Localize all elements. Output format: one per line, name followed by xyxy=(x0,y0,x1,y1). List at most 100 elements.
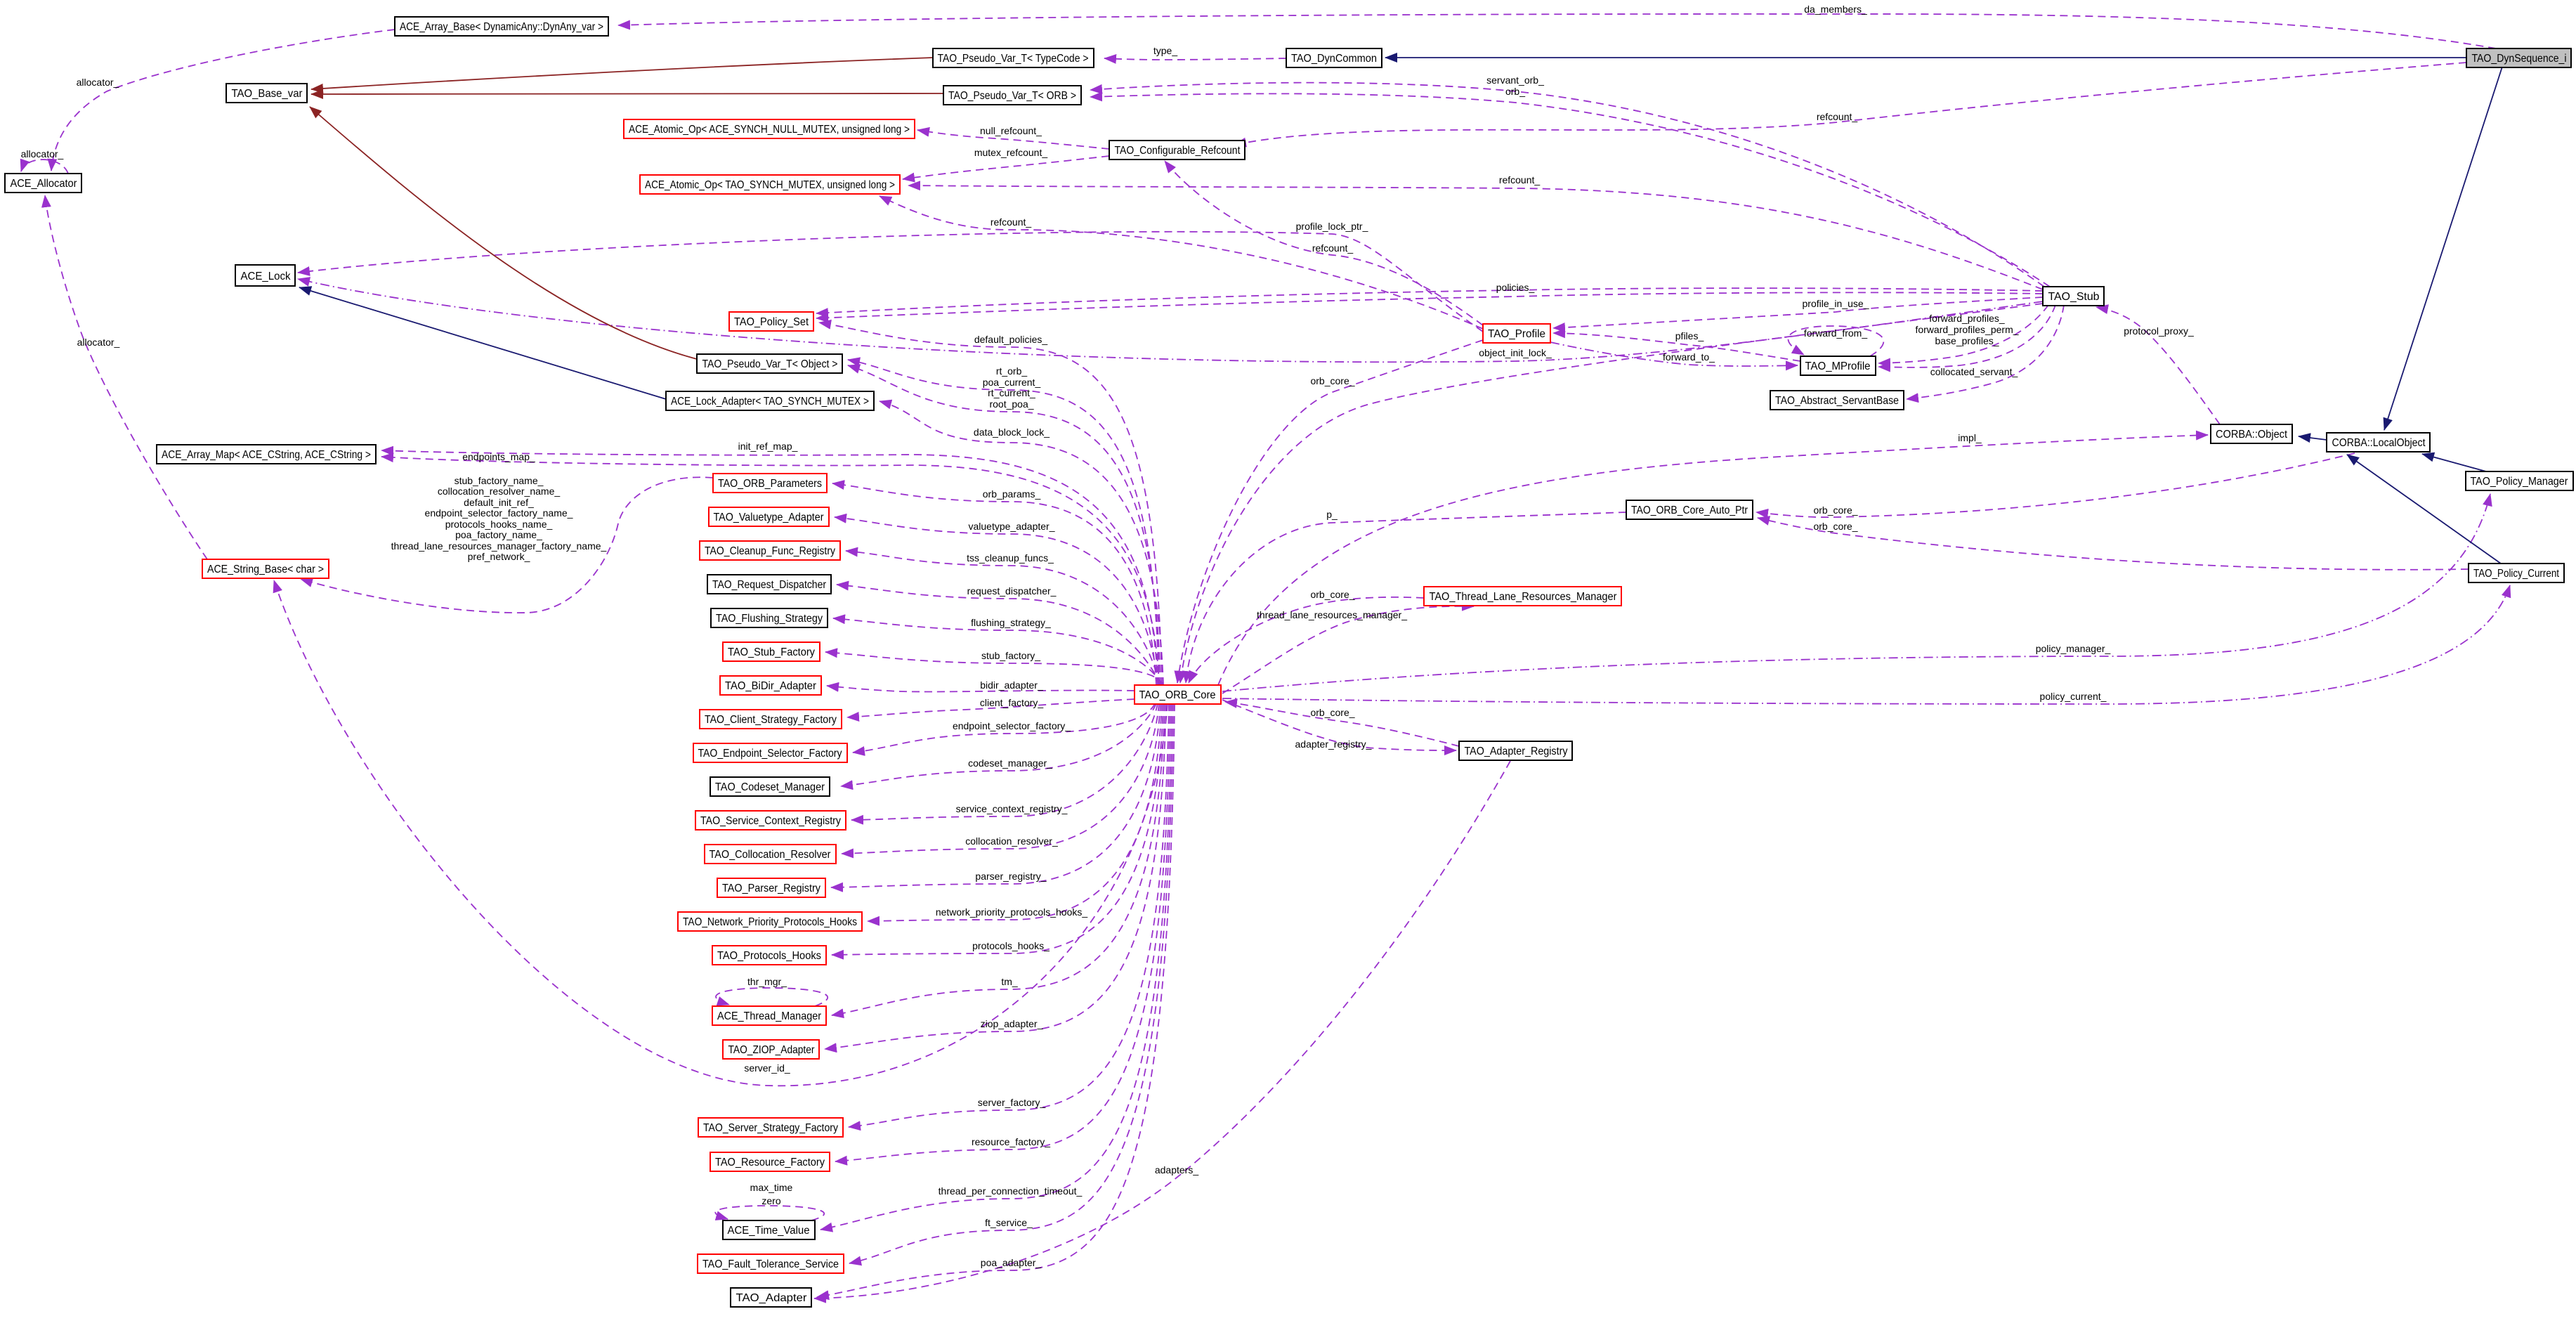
svg-text:servant_orb_: servant_orb_ xyxy=(1486,74,1544,86)
svg-text:policy_current_: policy_current_ xyxy=(2040,691,2107,702)
svg-text:TAO_ORB_Core_Auto_Ptr: TAO_ORB_Core_Auto_Ptr xyxy=(1631,504,1748,516)
svg-text:adapter_registry_: adapter_registry_ xyxy=(1295,738,1372,750)
svg-text:server_factory_: server_factory_ xyxy=(978,1097,1046,1108)
svg-text:pref_network_: pref_network_ xyxy=(468,551,530,562)
svg-text:TAO_Request_Dispatcher: TAO_Request_Dispatcher xyxy=(712,579,827,591)
svg-text:TAO_Valuetype_Adapter: TAO_Valuetype_Adapter xyxy=(714,512,825,523)
svg-text:protocol_proxy_: protocol_proxy_ xyxy=(2124,325,2194,337)
svg-text:TAO_ORB_Core: TAO_ORB_Core xyxy=(1139,689,1216,701)
svg-text:type_: type_ xyxy=(1153,45,1177,56)
svg-text:client_factory_: client_factory_ xyxy=(980,697,1043,708)
svg-text:TAO_Adapter_Registry: TAO_Adapter_Registry xyxy=(1465,745,1568,757)
svg-text:allocator_: allocator_ xyxy=(77,337,120,348)
svg-text:ACE_Time_Value: ACE_Time_Value xyxy=(728,1225,810,1237)
svg-text:allocator_: allocator_ xyxy=(77,77,119,88)
svg-text:policy_manager_: policy_manager_ xyxy=(2036,643,2111,654)
svg-text:forward_profiles_: forward_profiles_ xyxy=(1929,313,2005,324)
svg-text:TAO_Stub_Factory: TAO_Stub_Factory xyxy=(728,646,815,658)
svg-text:TAO_Client_Strategy_Factory: TAO_Client_Strategy_Factory xyxy=(705,714,837,726)
svg-text:CORBA::Object: CORBA::Object xyxy=(2216,429,2288,441)
svg-text:TAO_Adapter: TAO_Adapter xyxy=(736,1292,808,1304)
svg-text:TAO_ZIOP_Adapter: TAO_ZIOP_Adapter xyxy=(728,1044,816,1056)
svg-text:TAO_BiDir_Adapter: TAO_BiDir_Adapter xyxy=(725,680,817,692)
svg-text:profile_in_use_: profile_in_use_ xyxy=(1803,298,1869,309)
svg-text:object_init_lock_: object_init_lock_ xyxy=(1479,347,1552,358)
svg-text:CORBA::LocalObject: CORBA::LocalObject xyxy=(2332,437,2426,449)
svg-text:ACE_Array_Map< ACE_CString, AC: ACE_Array_Map< ACE_CString, ACE_CString … xyxy=(162,449,371,461)
svg-text:TAO_Base_var: TAO_Base_var xyxy=(232,88,303,100)
svg-text:ft_service_: ft_service_ xyxy=(985,1217,1033,1228)
svg-text:TAO_Endpoint_Selector_Factory: TAO_Endpoint_Selector_Factory xyxy=(698,748,842,760)
svg-text:thr_mgr_: thr_mgr_ xyxy=(747,976,787,987)
svg-text:tss_cleanup_funcs_: tss_cleanup_funcs_ xyxy=(967,552,1054,564)
svg-text:ACE_Atomic_Op< ACE_SYNCH_NULL_: ACE_Atomic_Op< ACE_SYNCH_NULL_MUTEX, uns… xyxy=(629,124,910,136)
svg-text:ACE_Thread_Manager: ACE_Thread_Manager xyxy=(717,1010,822,1022)
svg-text:poa_factory_name_: poa_factory_name_ xyxy=(455,529,542,540)
svg-text:da_members_: da_members_ xyxy=(1804,4,1867,15)
svg-text:ACE_Atomic_Op< TAO_SYNCH_MUTEX: ACE_Atomic_Op< TAO_SYNCH_MUTEX, unsigned… xyxy=(645,179,895,191)
svg-text:TAO_Cleanup_Func_Registry: TAO_Cleanup_Func_Registry xyxy=(705,545,835,557)
svg-text:rt_current_: rt_current_ xyxy=(988,387,1035,398)
svg-text:thread_per_connection_timeout_: thread_per_connection_timeout_ xyxy=(939,1185,1083,1197)
svg-text:ACE_Array_Base< DynamicAny::Dy: ACE_Array_Base< DynamicAny::DynAny_var > xyxy=(400,21,603,33)
svg-text:bidir_adapter_: bidir_adapter_ xyxy=(980,679,1043,691)
svg-text:TAO_Policy_Current: TAO_Policy_Current xyxy=(2473,568,2559,580)
svg-text:collocation_resolver_: collocation_resolver_ xyxy=(965,835,1058,847)
svg-text:max_time: max_time xyxy=(750,1182,793,1193)
svg-text:ACE_Lock: ACE_Lock xyxy=(241,271,292,282)
svg-text:root_poa_: root_poa_ xyxy=(989,398,1033,410)
svg-text:TAO_Abstract_ServantBase: TAO_Abstract_ServantBase xyxy=(1775,395,1899,407)
svg-text:TAO_Flushing_Strategy: TAO_Flushing_Strategy xyxy=(716,613,823,625)
svg-text:default_init_ref_: default_init_ref_ xyxy=(464,497,534,508)
svg-text:poa_adapter_: poa_adapter_ xyxy=(981,1257,1042,1268)
svg-text:parser_registry_: parser_registry_ xyxy=(975,871,1046,882)
svg-text:orb_core_: orb_core_ xyxy=(1813,521,1857,532)
svg-text:profile_lock_ptr_: profile_lock_ptr_ xyxy=(1296,221,1368,232)
svg-text:default_policies_: default_policies_ xyxy=(974,334,1048,345)
svg-text:refcount_: refcount_ xyxy=(1312,242,1354,254)
svg-text:p_: p_ xyxy=(1326,509,1338,520)
svg-text:poa_current_: poa_current_ xyxy=(983,377,1041,388)
svg-text:impl_: impl_ xyxy=(1958,432,1982,443)
svg-text:TAO_Resource_Factory: TAO_Resource_Factory xyxy=(715,1157,825,1168)
svg-text:TAO_ORB_Parameters: TAO_ORB_Parameters xyxy=(718,478,822,490)
svg-text:endpoints_map_: endpoints_map_ xyxy=(462,451,535,462)
svg-text:TAO_Collocation_Resolver: TAO_Collocation_Resolver xyxy=(710,849,832,861)
svg-text:TAO_Service_Context_Registry: TAO_Service_Context_Registry xyxy=(700,815,841,827)
svg-text:ACE_Allocator: ACE_Allocator xyxy=(11,178,78,190)
svg-text:codeset_manager_: codeset_manager_ xyxy=(968,757,1052,769)
svg-text:network_priority_protocols_hoo: network_priority_protocols_hooks_ xyxy=(936,906,1088,918)
svg-text:ACE_String_Base< char >: ACE_String_Base< char > xyxy=(207,564,324,575)
svg-text:rt_orb_: rt_orb_ xyxy=(996,365,1028,377)
svg-text:null_refcount_: null_refcount_ xyxy=(980,125,1042,136)
svg-text:service_context_registry_: service_context_registry_ xyxy=(956,803,1068,814)
svg-text:TAO_Protocols_Hooks: TAO_Protocols_Hooks xyxy=(717,950,821,962)
svg-text:TAO_Server_Strategy_Factory: TAO_Server_Strategy_Factory xyxy=(703,1122,838,1134)
svg-text:refcount_: refcount_ xyxy=(990,216,1032,228)
svg-text:orb_core_: orb_core_ xyxy=(1813,504,1857,516)
svg-text:pfiles_: pfiles_ xyxy=(1675,330,1704,341)
svg-text:TAO_Profile: TAO_Profile xyxy=(1488,328,1545,340)
svg-text:TAO_DynCommon: TAO_DynCommon xyxy=(1291,53,1377,65)
svg-text:protocols_hooks_name_: protocols_hooks_name_ xyxy=(445,519,553,530)
svg-text:TAO_Thread_Lane_Resources_Mana: TAO_Thread_Lane_Resources_Manager xyxy=(1430,591,1618,603)
svg-text:flushing_strategy_: flushing_strategy_ xyxy=(971,617,1051,628)
svg-text:TAO_Codeset_Manager: TAO_Codeset_Manager xyxy=(715,781,825,793)
svg-text:refcount_: refcount_ xyxy=(1499,174,1541,185)
svg-text:TAO_Policy_Manager: TAO_Policy_Manager xyxy=(2471,476,2569,488)
svg-text:TAO_Pseudo_Var_T< TypeCode >: TAO_Pseudo_Var_T< TypeCode > xyxy=(938,53,1089,65)
svg-text:collocated_servant_: collocated_servant_ xyxy=(1930,366,2018,377)
svg-text:stub_factory_name_: stub_factory_name_ xyxy=(455,475,544,486)
svg-text:orb_core_: orb_core_ xyxy=(1310,375,1354,386)
svg-text:refcount_: refcount_ xyxy=(1817,111,1858,122)
svg-text:endpoint_selector_factory_name: endpoint_selector_factory_name_ xyxy=(425,507,573,519)
svg-text:forward_to_: forward_to_ xyxy=(1663,351,1715,363)
svg-text:orb_core_: orb_core_ xyxy=(1310,707,1354,718)
svg-text:policies_: policies_ xyxy=(1496,282,1535,293)
svg-text:TAO_Stub: TAO_Stub xyxy=(2048,291,2100,303)
svg-text:TAO_Network_Priority_Protocols: TAO_Network_Priority_Protocols_Hooks xyxy=(683,916,857,928)
svg-text:collocation_resolver_name_: collocation_resolver_name_ xyxy=(438,486,561,497)
svg-text:thread_lane_resources_manager_: thread_lane_resources_manager_factory_na… xyxy=(391,540,607,552)
svg-text:protocols_hooks_: protocols_hooks_ xyxy=(972,940,1050,951)
svg-text:adapters_: adapters_ xyxy=(1155,1164,1198,1176)
